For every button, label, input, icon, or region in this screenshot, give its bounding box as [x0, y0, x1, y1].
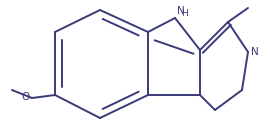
Text: N: N [251, 47, 259, 57]
Text: O: O [22, 92, 30, 102]
Text: N: N [177, 6, 185, 16]
Text: H: H [181, 9, 188, 18]
